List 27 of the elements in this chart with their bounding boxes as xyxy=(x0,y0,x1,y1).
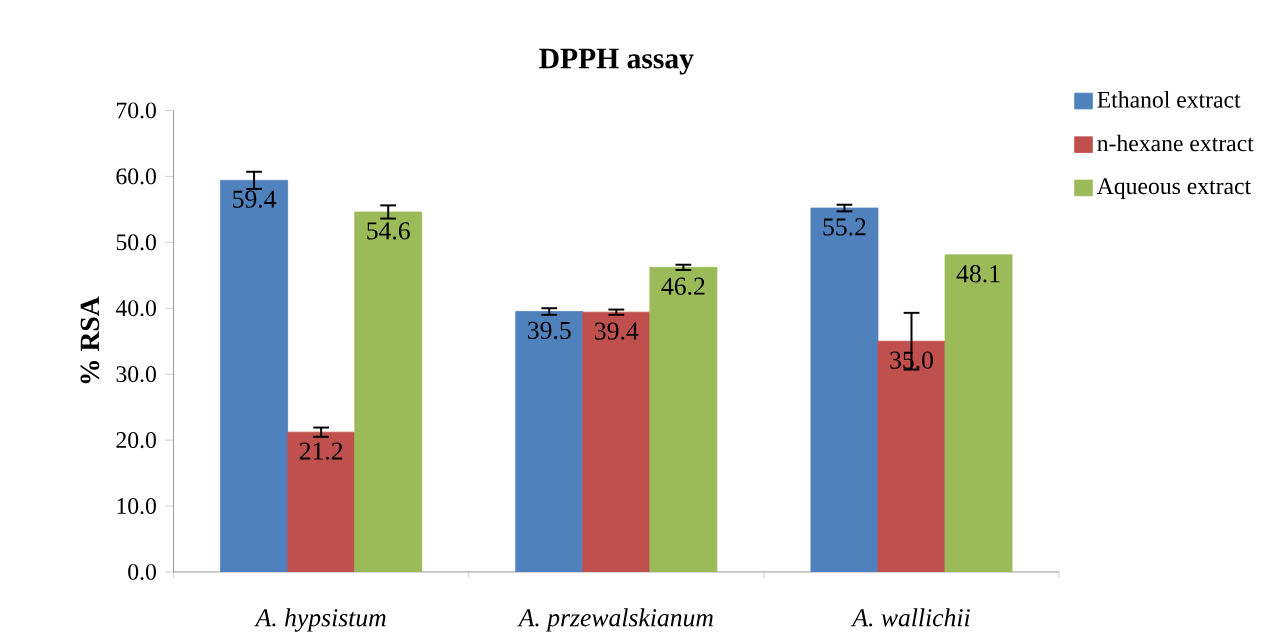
y-tick-label: 50.0 xyxy=(116,234,156,251)
y-tick-label: 20.0 xyxy=(116,432,156,449)
data-label: 54.6 xyxy=(367,222,410,240)
y-tick-label: 10.0 xyxy=(117,497,156,515)
y-tick-label: 40.0 xyxy=(115,300,156,317)
data-label: 59.4 xyxy=(233,190,277,208)
data-label: 55.2 xyxy=(823,218,866,236)
data-label: 39.5 xyxy=(528,321,571,340)
data-label: 46.2 xyxy=(661,277,705,295)
legend-label: Aqueous extract xyxy=(1096,178,1252,199)
bar xyxy=(582,311,651,572)
y-tick-label: 0.0 xyxy=(128,563,156,580)
legend-label: Ethanol extract xyxy=(1097,91,1241,108)
data-label: 48.1 xyxy=(956,265,1000,283)
y-axis-title: % RSA xyxy=(80,296,100,384)
bar xyxy=(877,340,946,572)
y-tick-label: 60.0 xyxy=(116,168,156,185)
y-tick-label: 70.0 xyxy=(116,102,156,119)
x-tick-label: A. wallichii xyxy=(851,608,970,627)
chart-title: DPPH assay xyxy=(539,48,694,75)
x-tick-label: A. hypsistum xyxy=(254,608,386,632)
x-tick-label: A. przewalskianum xyxy=(517,608,713,632)
bar xyxy=(287,431,356,572)
data-label: 21.2 xyxy=(299,442,343,460)
legend-label: n-hexane extract xyxy=(1097,134,1254,152)
y-tick-label: 30.0 xyxy=(116,366,156,383)
data-label: 39.4 xyxy=(595,322,639,340)
